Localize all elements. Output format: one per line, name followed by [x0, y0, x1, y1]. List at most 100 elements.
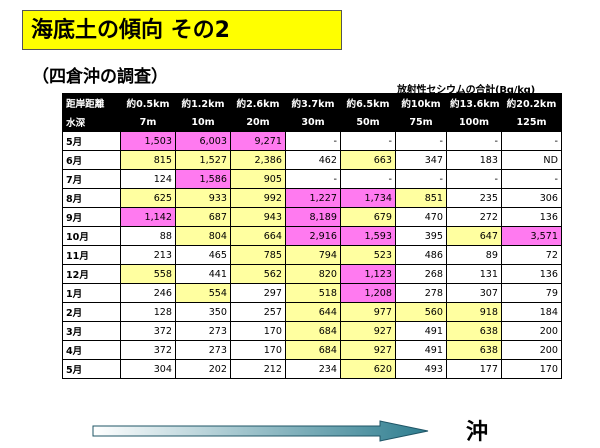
- header-row-depth: 水深 7m 10m 20m 30m 50m 75m 100m 125m: [62, 112, 562, 132]
- value-cell: 6,003: [175, 131, 231, 151]
- header-distance: 約6.5km: [340, 93, 396, 113]
- row-month: 11月: [62, 245, 121, 265]
- value-cell: 851: [395, 188, 447, 208]
- row-month: 8月: [62, 188, 121, 208]
- value-cell: 170: [230, 321, 286, 341]
- value-cell: 927: [340, 340, 396, 360]
- header-distance: 約13.6km: [446, 93, 502, 113]
- subtitle: （四倉沖の調査）: [32, 67, 168, 87]
- header-distance: 約3.7km: [285, 93, 341, 113]
- value-cell: 1,734: [340, 188, 396, 208]
- table-row: 5月 1,503 6,003 9,271- - - - -: [62, 131, 562, 151]
- cesium-table: 距岸距離 約0.5km 約1.2km 約2.6km 約3.7km 約6.5km 約10km 約…: [62, 93, 562, 379]
- value-cell: 1,586: [175, 169, 231, 189]
- value-cell: 3,571: [501, 226, 562, 246]
- value-cell: 2,916: [285, 226, 341, 246]
- value-cell: 927: [340, 321, 396, 341]
- header-row-distance: 距岸距離 約0.5km 約1.2km 約2.6km 約3.7km 約6.5km 約10km 約…: [62, 93, 562, 113]
- value-cell: 170: [501, 359, 562, 379]
- value-cell: 794: [285, 245, 341, 265]
- value-cell: 124: [120, 169, 176, 189]
- table-header: 距岸距離 約0.5km 約1.2km 約2.6km 約3.7km 約6.5km 約10km 約…: [62, 93, 562, 132]
- value-cell: 663: [340, 150, 396, 170]
- row-month: 4月: [62, 340, 121, 360]
- header-distance: 約20.2km: [501, 93, 562, 113]
- row-month: 5月: [62, 131, 121, 151]
- row-month: 2月: [62, 302, 121, 322]
- value-cell: -: [446, 131, 502, 151]
- value-cell: 202: [175, 359, 231, 379]
- table-row: 5月 304 202 212 234 620 493 177 170: [62, 359, 562, 379]
- value-cell: 268: [395, 264, 447, 284]
- header-depth: 100m: [446, 112, 502, 132]
- value-cell: 183: [446, 150, 502, 170]
- table-row: 6月 815 1,527 2,386 462 663 347 183 ND: [62, 150, 562, 170]
- value-cell: 131: [446, 264, 502, 284]
- value-cell: 933: [175, 188, 231, 208]
- value-cell: 72: [501, 245, 562, 265]
- value-cell: 992: [230, 188, 286, 208]
- value-cell: 518: [285, 283, 341, 303]
- table-row: 8月 625 933 992 1,227 1,734 851 235 306: [62, 188, 562, 208]
- value-cell: -: [501, 169, 562, 189]
- value-cell: 200: [501, 340, 562, 360]
- value-cell: 136: [501, 207, 562, 227]
- row-month: 12月: [62, 264, 121, 284]
- value-cell: 246: [120, 283, 176, 303]
- value-cell: 644: [285, 302, 341, 322]
- value-cell: 815: [120, 150, 176, 170]
- value-cell: 88: [120, 226, 176, 246]
- value-cell: 523: [340, 245, 396, 265]
- value-cell: 820: [285, 264, 341, 284]
- header-depth: 75m: [395, 112, 447, 132]
- value-cell: 804: [175, 226, 231, 246]
- value-cell: -: [395, 169, 447, 189]
- value-cell: 297: [230, 283, 286, 303]
- value-cell: 184: [501, 302, 562, 322]
- table-row: 4月 372 273 170 684 927 491 638 200: [62, 340, 562, 360]
- value-cell: 273: [175, 340, 231, 360]
- header-distance-label: 距岸距離: [62, 93, 121, 113]
- table-body: 5月 1,503 6,003 9,271- - - - -6月 815 1,527 2,386 462…: [62, 131, 562, 379]
- header-distance: 約0.5km: [120, 93, 176, 113]
- value-cell: 486: [395, 245, 447, 265]
- row-month: 6月: [62, 150, 121, 170]
- value-cell: 9,271: [230, 131, 286, 151]
- value-cell: 664: [230, 226, 286, 246]
- value-cell: 212: [230, 359, 286, 379]
- value-cell: 638: [446, 321, 502, 341]
- value-cell: -: [285, 169, 341, 189]
- value-cell: 1,208: [340, 283, 396, 303]
- unit-note: 放射性セシウムの合計(Bq/kg): [397, 85, 535, 96]
- row-month: 7月: [62, 169, 121, 189]
- offshore-arrow-icon: [92, 420, 429, 442]
- value-cell: 2,386: [230, 150, 286, 170]
- value-cell: 560: [395, 302, 447, 322]
- value-cell: 347: [395, 150, 447, 170]
- row-month: 1月: [62, 283, 121, 303]
- header-distance: 約2.6km: [230, 93, 286, 113]
- value-cell: 1,142: [120, 207, 176, 227]
- table-row: 12月 558 441 562 820 1,123 268 131 136: [62, 264, 562, 284]
- value-cell: 684: [285, 340, 341, 360]
- value-cell: 89: [446, 245, 502, 265]
- value-cell: 213: [120, 245, 176, 265]
- value-cell: -: [285, 131, 341, 151]
- header-depth: 10m: [175, 112, 231, 132]
- value-cell: 465: [175, 245, 231, 265]
- value-cell: -: [446, 169, 502, 189]
- header-depth: 50m: [340, 112, 396, 132]
- value-cell: 350: [175, 302, 231, 322]
- offshore-label: 沖: [466, 420, 489, 445]
- value-cell: 625: [120, 188, 176, 208]
- value-cell: 943: [230, 207, 286, 227]
- header-depth: 30m: [285, 112, 341, 132]
- row-month: 9月: [62, 207, 121, 227]
- row-month: 3月: [62, 321, 121, 341]
- value-cell: 493: [395, 359, 447, 379]
- value-cell: ND: [501, 150, 562, 170]
- value-cell: 273: [175, 321, 231, 341]
- header-depth: 7m: [120, 112, 176, 132]
- value-cell: 128: [120, 302, 176, 322]
- value-cell: 620: [340, 359, 396, 379]
